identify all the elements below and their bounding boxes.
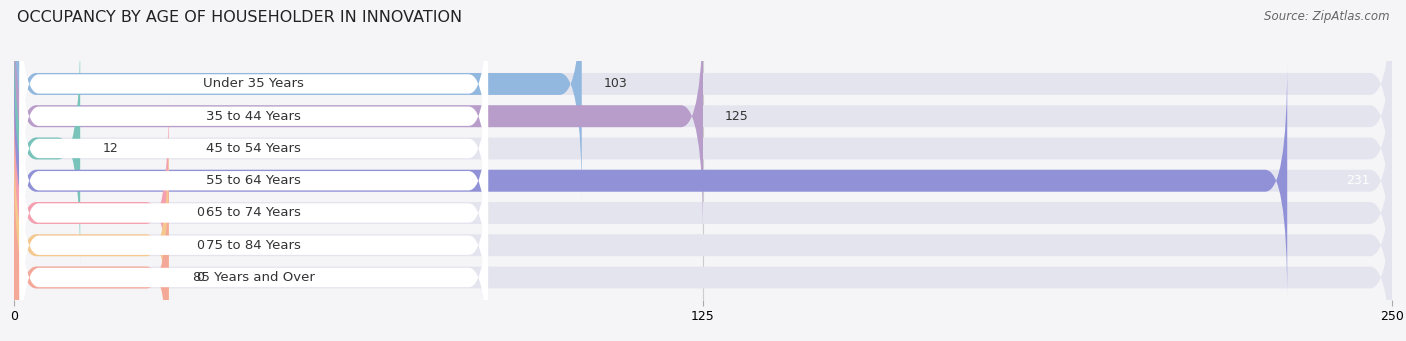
Text: 85 Years and Over: 85 Years and Over (193, 271, 315, 284)
FancyBboxPatch shape (14, 63, 1392, 299)
Text: 55 to 64 Years: 55 to 64 Years (207, 174, 301, 187)
FancyBboxPatch shape (14, 160, 1392, 341)
Text: OCCUPANCY BY AGE OF HOUSEHOLDER IN INNOVATION: OCCUPANCY BY AGE OF HOUSEHOLDER IN INNOV… (17, 10, 463, 25)
FancyBboxPatch shape (14, 95, 169, 331)
FancyBboxPatch shape (20, 174, 488, 341)
FancyBboxPatch shape (14, 30, 80, 267)
Text: 125: 125 (725, 110, 749, 123)
FancyBboxPatch shape (14, 160, 169, 341)
Text: 103: 103 (603, 77, 627, 90)
Text: 35 to 44 Years: 35 to 44 Years (207, 110, 301, 123)
FancyBboxPatch shape (20, 110, 488, 316)
FancyBboxPatch shape (14, 127, 169, 341)
FancyBboxPatch shape (20, 77, 488, 284)
Text: 231: 231 (1347, 174, 1369, 187)
Text: 0: 0 (197, 271, 204, 284)
Text: 0: 0 (197, 207, 204, 220)
Text: 65 to 74 Years: 65 to 74 Years (207, 207, 301, 220)
FancyBboxPatch shape (14, 0, 582, 202)
FancyBboxPatch shape (20, 142, 488, 341)
Text: 0: 0 (197, 239, 204, 252)
FancyBboxPatch shape (20, 45, 488, 252)
FancyBboxPatch shape (20, 0, 488, 187)
FancyBboxPatch shape (14, 127, 1392, 341)
FancyBboxPatch shape (14, 0, 1392, 234)
FancyBboxPatch shape (14, 30, 1392, 267)
Text: 45 to 54 Years: 45 to 54 Years (207, 142, 301, 155)
Text: 75 to 84 Years: 75 to 84 Years (207, 239, 301, 252)
FancyBboxPatch shape (14, 63, 1288, 299)
FancyBboxPatch shape (14, 95, 1392, 331)
FancyBboxPatch shape (20, 13, 488, 220)
Text: 12: 12 (103, 142, 118, 155)
FancyBboxPatch shape (14, 0, 703, 234)
Text: Source: ZipAtlas.com: Source: ZipAtlas.com (1264, 10, 1389, 23)
FancyBboxPatch shape (14, 0, 1392, 202)
Text: Under 35 Years: Under 35 Years (204, 77, 304, 90)
